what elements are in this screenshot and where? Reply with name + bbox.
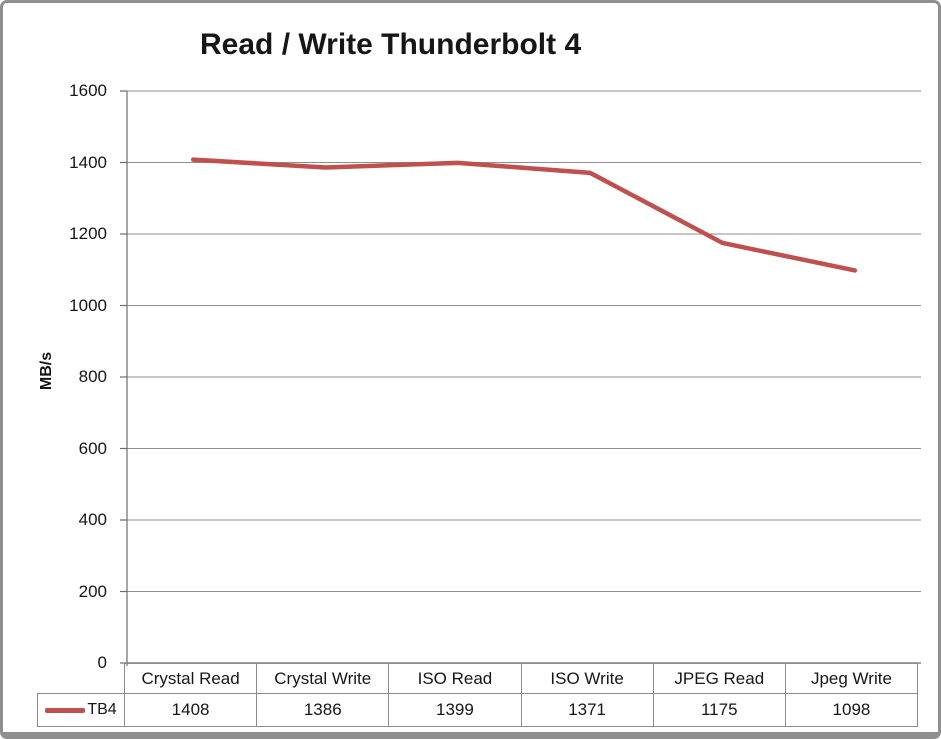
value-cell: 1371	[520, 693, 654, 727]
legend-key-line-icon	[45, 707, 86, 713]
data-table-value-row: TB4 1408 1386 1399 1371 1175 1098	[37, 693, 919, 727]
y-axis-tick-label: 1400	[69, 152, 107, 172]
category-header-cell: Jpeg Write	[784, 663, 919, 694]
y-axis-tick-label: 400	[78, 510, 107, 529]
chart-title: Read / Write Thunderbolt 4	[200, 28, 582, 61]
category-header-cell: Crystal Read	[124, 663, 258, 694]
value-cell: 1098	[784, 693, 919, 727]
y-axis-tick-label: 1000	[69, 295, 107, 315]
value-cell: 1399	[388, 693, 522, 727]
line-chart-canvas	[120, 90, 921, 666]
y-axis-tick-label: 600	[78, 438, 107, 458]
value-cell: 1408	[124, 693, 258, 727]
table-corner-spacer	[37, 663, 125, 694]
y-axis-tick-label: 1600	[69, 81, 107, 100]
y-axis-tick-label: 800	[78, 367, 107, 386]
category-header-cell: JPEG Read	[652, 663, 786, 694]
data-table-header-row: Crystal Read Crystal Write ISO Read ISO Wri…	[37, 663, 919, 694]
y-axis-tick-label: 0	[97, 653, 107, 672]
y-axis-tick-label: 1200	[69, 224, 107, 243]
data-line-TB4	[190, 157, 858, 273]
category-header-cell: ISO Write	[520, 663, 654, 694]
category-header-cell: Crystal Write	[256, 663, 390, 694]
value-cell: 1175	[652, 693, 786, 727]
y-axis-tick-label: 200	[78, 581, 107, 601]
legend-series-label: TB4	[87, 701, 117, 718]
legend-cell: TB4	[37, 693, 125, 727]
category-header-cell: ISO Read	[388, 663, 522, 694]
value-cell: 1386	[256, 693, 390, 727]
